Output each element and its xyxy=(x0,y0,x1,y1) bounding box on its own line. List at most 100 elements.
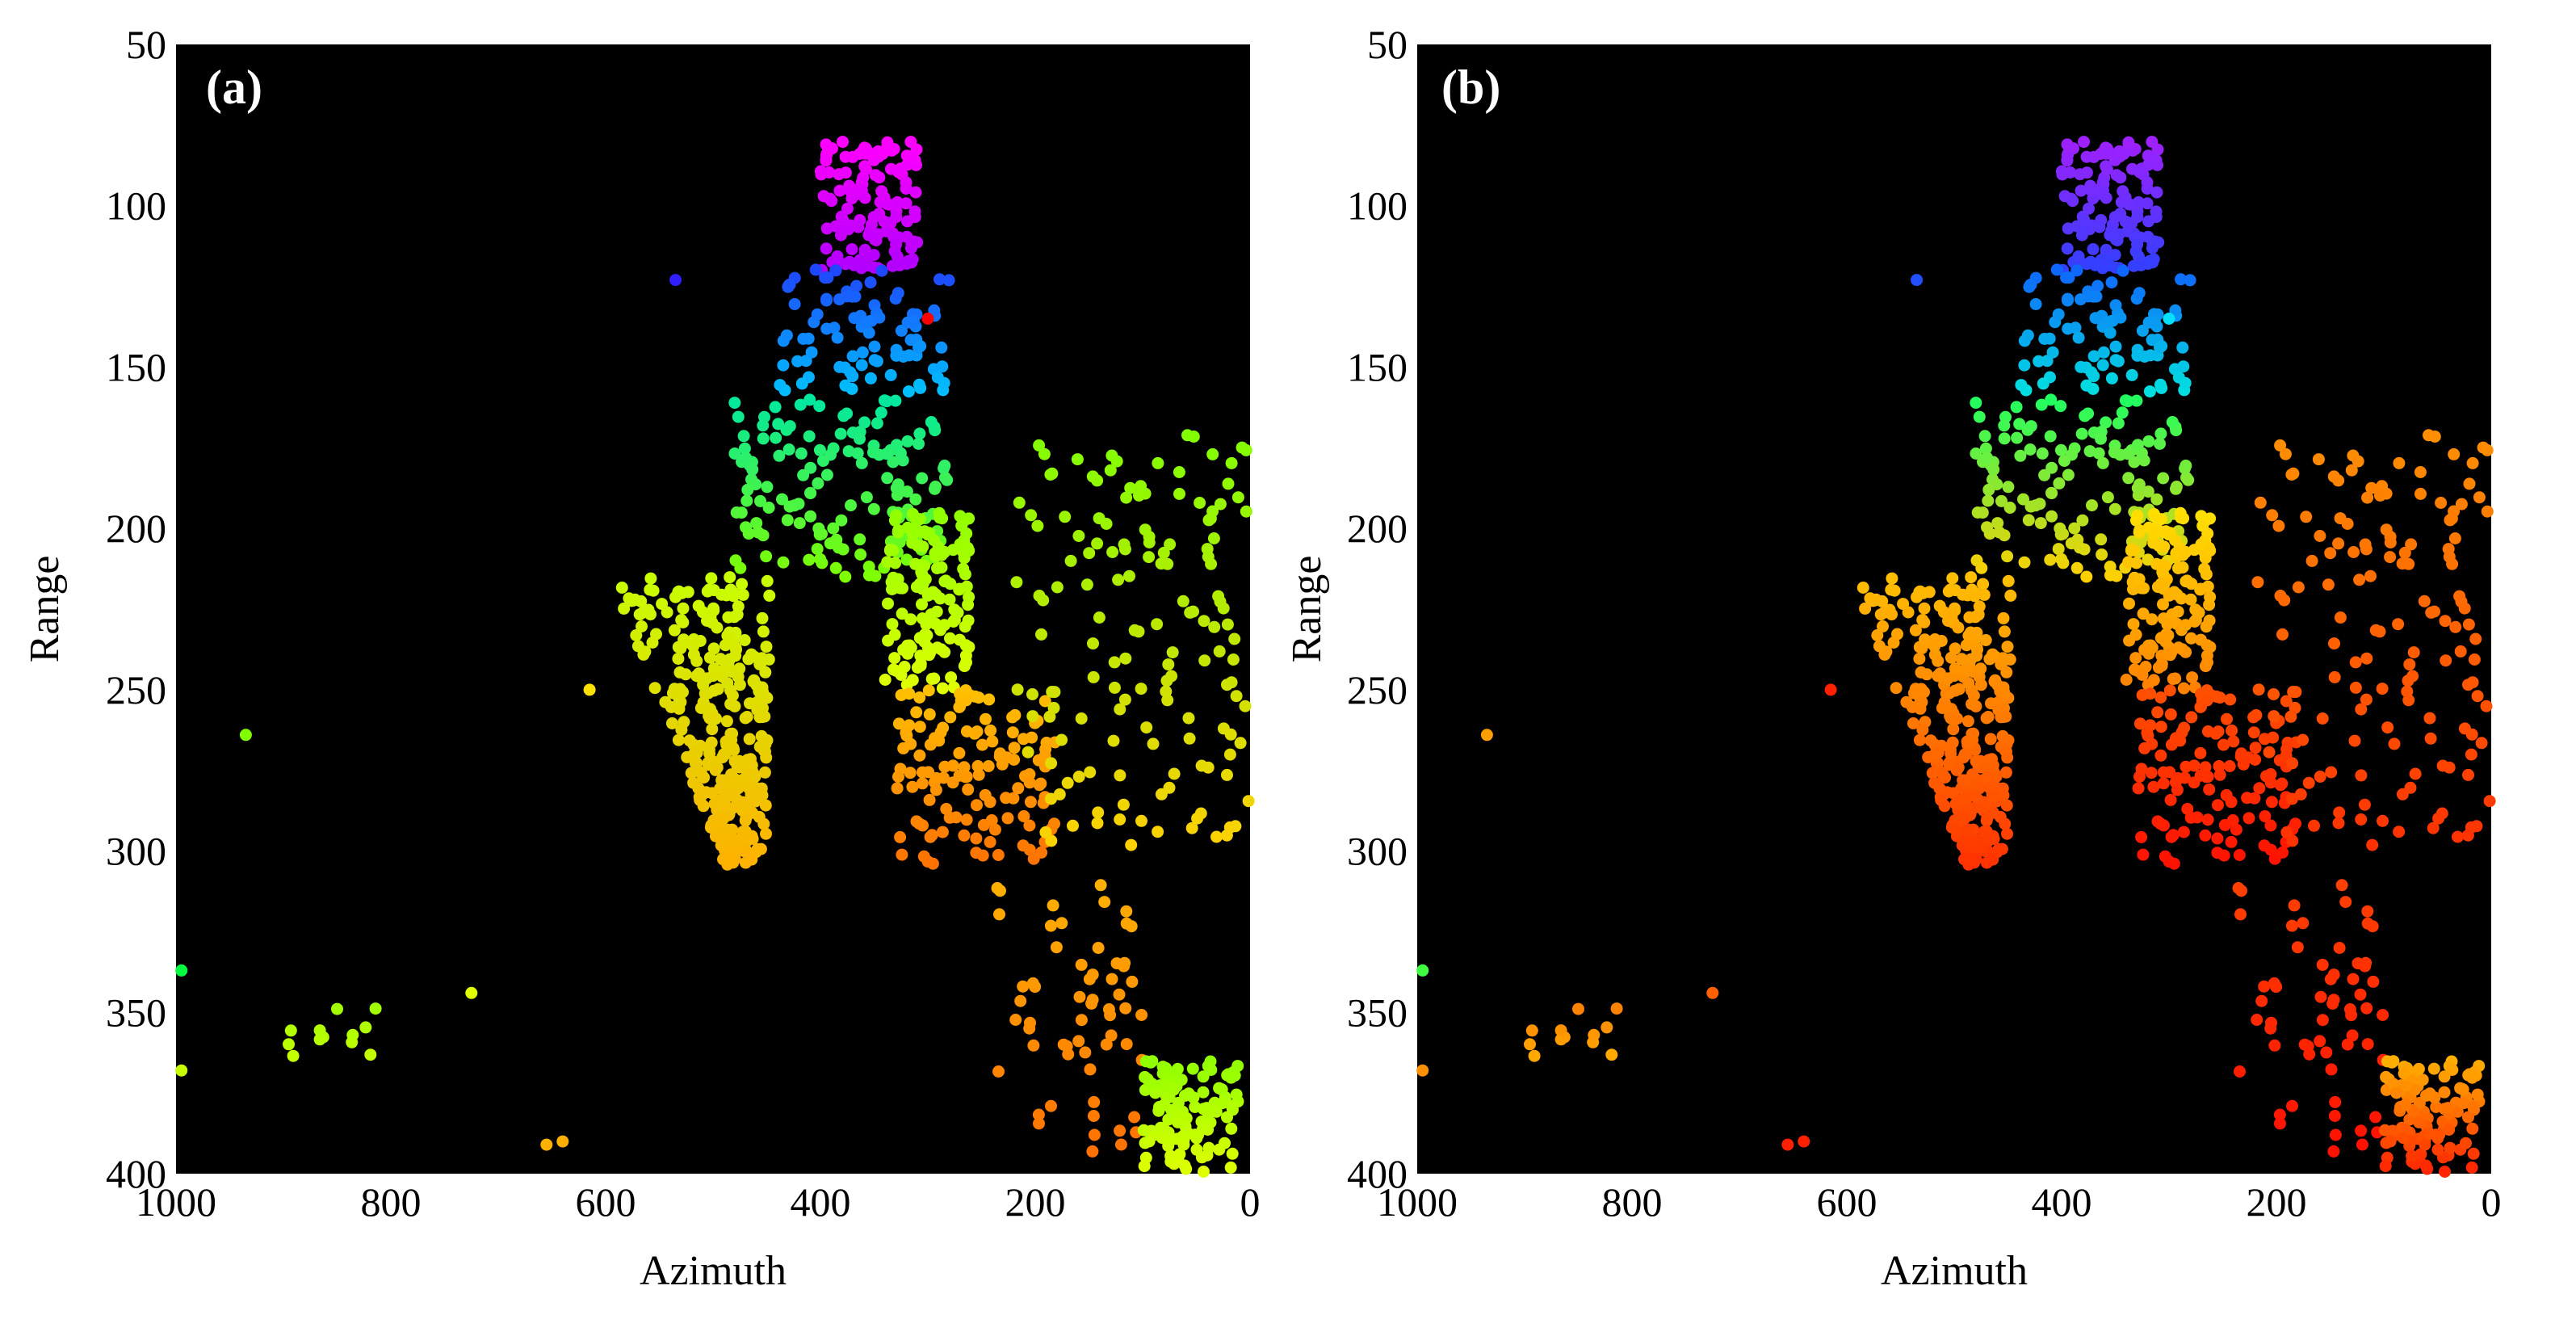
scatter-point-middle-band-b xyxy=(2017,493,2029,506)
scatter-point-right-scatter-b xyxy=(2276,628,2289,641)
scatter-point-top-cluster-lower-a xyxy=(868,340,881,353)
scatter-plot-b: 1000 800 600 400 200 0 50 100 150 200 250 300 350 400… xyxy=(1288,22,2502,1294)
scatter-point-right-scatter-a xyxy=(1224,728,1237,741)
scatter-point-middle-band-b xyxy=(2079,410,2091,422)
scatter-point-left-small-group-b xyxy=(1601,1021,1613,1034)
scatter-point-right-scatter-a xyxy=(1053,788,1066,800)
scatter-point-left-triangle-b xyxy=(1987,806,2000,819)
scatter-point-left-triangle-a xyxy=(706,723,719,736)
scatter-point-left-small-group-a xyxy=(313,1033,326,1046)
scatter-point-middle-band-a xyxy=(781,514,794,527)
scatter-point-right-scatter-a xyxy=(1207,532,1220,544)
scatter-point-center-lower-a xyxy=(892,717,905,730)
scatter-point-center-column-b xyxy=(2123,597,2135,610)
scatter-point-center-lower-a xyxy=(1035,846,1048,859)
scatter-point-right-scatter-b xyxy=(2440,654,2452,667)
scatter-point-far-right-bottom-a xyxy=(1014,994,1027,1007)
scatter-point-right-scatter-a xyxy=(1064,554,1077,567)
scatter-point-isolated-b xyxy=(1416,1064,1429,1077)
scatter-point-far-right-bottom-a xyxy=(1118,960,1131,973)
scatter-point-middle-band-a xyxy=(867,502,880,515)
scatter-point-middle-band-b xyxy=(2086,499,2098,512)
scatter-point-top-cluster-upper-b xyxy=(2132,250,2145,263)
scatter-point-center-column-a xyxy=(959,620,971,633)
scatter-point-left-triangle-a xyxy=(763,589,776,602)
x-tick-label-b: 200 xyxy=(2247,1179,2307,1225)
scatter-point-right-scatter-a xyxy=(1033,439,1046,452)
scatter-point-center-lower-b xyxy=(2163,684,2176,697)
scatter-point-left-triangle-b xyxy=(1873,640,1886,653)
scatter-point-middle-band-a xyxy=(858,416,871,429)
scatter-point-left-triangle-b xyxy=(1968,590,1981,603)
scatter-point-center-lower-a xyxy=(1033,779,1046,792)
scatter-point-center-lower-b xyxy=(2154,691,2167,704)
scatter-point-left-triangle-b xyxy=(1980,712,1993,725)
scatter-point-right-scatter-a xyxy=(1067,819,1079,832)
scatter-point-center-column-a xyxy=(882,597,894,610)
scatter-point-far-right-bottom-b xyxy=(2369,1111,2382,1124)
scatter-point-left-triangle-b xyxy=(1859,602,1872,615)
scatter-point-middle-band-a xyxy=(794,398,807,411)
scatter-point-middle-band-a xyxy=(769,401,782,414)
y-tick-label-b: 200 xyxy=(1347,506,1408,551)
scatter-point-right-scatter-a xyxy=(1044,469,1057,481)
scatter-point-right-scatter-a xyxy=(1118,693,1131,706)
scatter-point-bottom-right-blob-a xyxy=(1156,1132,1168,1145)
y-tick-label-b: 150 xyxy=(1347,344,1408,389)
scatter-point-middle-band-a xyxy=(772,418,785,431)
scatter-point-middle-band-a xyxy=(730,506,743,519)
scatter-point-top-cluster-upper-a xyxy=(858,191,871,204)
scatter-point-left-triangle-b xyxy=(1949,642,1961,655)
scatter-point-top-cluster-upper-b xyxy=(2100,243,2112,256)
scatter-point-left-triangle-b xyxy=(1987,853,1999,866)
scatter-point-right-scatter-a xyxy=(1140,721,1153,734)
scatter-point-left-small-group-b xyxy=(1588,1028,1601,1041)
scatter-point-center-lower-b xyxy=(2157,766,2170,779)
scatter-point-right-scatter-a xyxy=(1072,530,1085,542)
scatter-point-right-scatter-b xyxy=(2284,710,2297,723)
y-tick-label-b: 250 xyxy=(1347,667,1408,712)
scatter-point-center-lower-b xyxy=(2177,826,2190,838)
scatter-point-middle-band-a xyxy=(732,410,745,423)
scatter-point-center-column-b xyxy=(2131,509,2144,522)
scatter-point-left-triangle-a xyxy=(733,662,746,675)
scatter-point-bottom-right-blob-a xyxy=(1213,1082,1226,1095)
scatter-point-bottom-right-blob-b xyxy=(2438,1086,2451,1099)
scatter-point-far-right-bottom-b xyxy=(2316,1014,2329,1027)
scatter-point-left-small-group-a xyxy=(346,1028,359,1041)
scatter-point-right-scatter-a xyxy=(1026,710,1039,723)
scatter-point-top-cluster-lower-b xyxy=(2143,385,2156,398)
scatter-point-right-scatter-a xyxy=(1205,557,1218,570)
scatter-point-center-lower-a xyxy=(984,835,996,848)
scatter-point-middle-band-b xyxy=(1973,410,1986,423)
points-group-a xyxy=(175,136,1255,1178)
scatter-point-isolated-b xyxy=(1798,1135,1810,1148)
scatter-point-center-lower-a xyxy=(953,746,966,759)
scatter-point-far-right-bottom-b xyxy=(2343,1003,2356,1015)
scatter-point-middle-band-b xyxy=(2150,493,2163,506)
scatter-point-far-right-bottom-b xyxy=(2327,994,2340,1006)
scatter-point-far-right-bottom-a xyxy=(1114,1138,1127,1151)
scatter-point-left-small-group-a xyxy=(313,1024,326,1037)
scatter-point-left-triangle-a xyxy=(704,703,716,716)
scatter-point-right-scatter-b xyxy=(2347,449,2360,462)
scatter-point-right-scatter-b xyxy=(2409,767,2422,780)
scatter-point-center-lower-a xyxy=(1001,812,1014,825)
scatter-point-center-column-b xyxy=(2125,543,2138,556)
scatter-point-left-small-group-a xyxy=(283,1038,295,1051)
scatter-point-far-right-bottom-b xyxy=(2285,919,2298,932)
scatter-point-right-scatter-a xyxy=(1240,505,1252,518)
scatter-point-middle-band-b xyxy=(2024,420,2037,433)
scatter-point-bottom-right-blob-b xyxy=(2386,1124,2399,1137)
scatter-point-top-cluster-upper-a xyxy=(858,243,871,256)
scatter-point-right-scatter-b xyxy=(2436,759,2449,772)
scatter-point-left-triangle-a xyxy=(636,620,648,632)
scatter-point-top-cluster-lower-a xyxy=(862,326,875,339)
scatter-point-right-scatter-b xyxy=(2384,551,2397,564)
scatter-point-left-triangle-a xyxy=(665,717,678,729)
scatter-point-left-triangle-b xyxy=(1977,578,1990,590)
scatter-point-middle-band-a xyxy=(795,447,808,460)
scatter-point-top-cluster-upper-a xyxy=(852,221,865,233)
scatter-point-far-right-bottom-a xyxy=(992,1065,1005,1078)
scatter-point-left-triangle-b xyxy=(1928,776,1941,789)
